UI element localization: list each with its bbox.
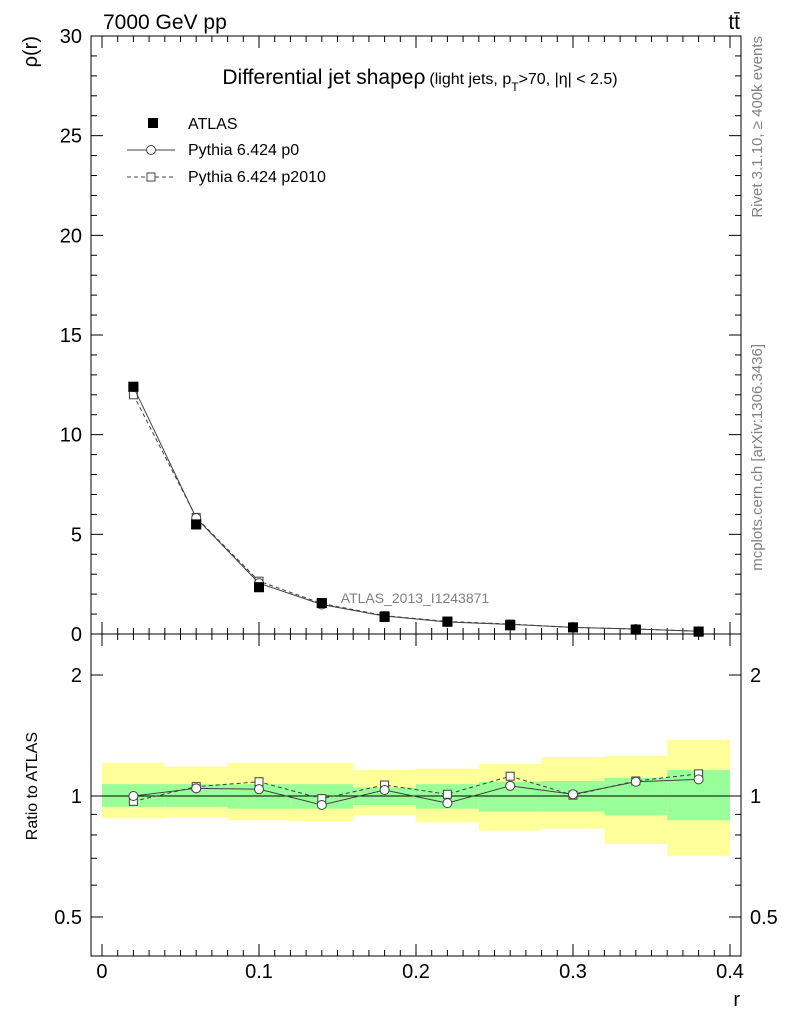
atlas-point-top: [379, 611, 390, 622]
main-ylabel: ρ(r): [20, 36, 42, 67]
main-ytick-label: 25: [60, 126, 82, 148]
ratio-p2010-point: [442, 789, 452, 799]
ratio-xtick-label: 0.2: [402, 961, 430, 983]
title-main: Differential jet shapeρ: [222, 66, 425, 89]
legend-label-p0: Pythia 6.424 p0: [188, 142, 299, 159]
main-ytick-label: 15: [60, 325, 82, 347]
legend-marker-p2010: [146, 172, 156, 182]
ratio-p0-point: [253, 784, 264, 795]
ratio-ylabel: Ratio to ATLAS: [24, 732, 41, 840]
ratio-xtick-label: 0.3: [559, 961, 587, 983]
header-left: 7000 GeV pp: [103, 11, 227, 34]
ratio-p0-point: [568, 789, 579, 800]
rivet-label: Rivet 3.1.10, ≥ 400k events: [749, 36, 766, 218]
ratio-ytick-label-right: 0.5: [750, 907, 778, 929]
main-ytick-label: 20: [60, 225, 82, 247]
legend-label-atlas: ATLAS: [188, 116, 238, 133]
ratio-p0-point: [316, 799, 327, 810]
p0-line: [132, 386, 699, 632]
analysis-watermark: ATLAS_2013_I1243871: [341, 590, 490, 606]
ratio-panel: 0.5 0.5 1 1 2 2 Ratio to ATLAS r: [24, 633, 778, 1011]
ratio-p0-point: [442, 798, 453, 809]
atlas-point-top: [191, 519, 202, 530]
ratio-xtick-label: 0: [96, 961, 107, 983]
atlas-point-top: [253, 582, 264, 593]
ratio-xtick-label: 0.1: [245, 961, 273, 983]
legend-item-p2010: Pythia 6.424 p2010: [127, 169, 326, 186]
ratio-axis-ticks: 0.5 0.5 1 1 2 2: [54, 665, 778, 929]
atlas-point-top: [568, 622, 579, 633]
atlas-point-top: [693, 626, 704, 637]
title-end: >70, |η| < 2.5): [519, 71, 618, 88]
main-title: Differential jet shapeρ (light jets, pT>7…: [222, 66, 617, 94]
ratio-p0-point: [505, 780, 516, 791]
legend-marker-atlas: [148, 118, 158, 128]
ratio-p0-point: [379, 784, 390, 795]
ratio-p0-point: [693, 774, 704, 785]
legend-label-p2010: Pythia 6.424 p2010: [188, 169, 326, 186]
ratio-xtick-label: 0.4: [716, 961, 744, 983]
atlas-point-top: [630, 624, 641, 635]
ratio-p0-line: [133, 778, 699, 806]
ratio-bands: [91, 739, 741, 856]
main-ytick-label: 5: [71, 524, 82, 546]
ratio-xlabel: r: [733, 989, 740, 1011]
legend-marker-p0: [146, 145, 156, 155]
main-ytick-label: 30: [60, 26, 82, 48]
atlas-point-top: [316, 598, 327, 609]
legend-item-p0: Pythia 6.424 p0: [127, 142, 299, 159]
ratio-ytick-label-right: 2: [750, 665, 761, 687]
legend-item-atlas: ATLAS: [148, 116, 238, 133]
ratio-p0-point: [191, 783, 202, 794]
main-ytick-label: 10: [60, 425, 82, 447]
header-right: tt̄: [728, 11, 740, 34]
ratio-frame: [90, 633, 742, 957]
title-small: (light jets, p: [429, 71, 511, 88]
legend: ATLAS Pythia 6.424 p0 Pythia 6.424 p2010: [127, 116, 326, 186]
atlas-point-top: [128, 381, 139, 392]
atlas-point-top: [505, 620, 516, 631]
atlas-point-top: [442, 616, 453, 627]
p2010-line: [132, 394, 699, 632]
ratio-ytick-label-right: 1: [750, 786, 761, 808]
ratio-ytick-label-left: 1: [71, 786, 82, 808]
ratio-data: [128, 769, 704, 810]
ratio-p0-point: [630, 776, 641, 787]
ratio-p2010-point: [505, 771, 515, 781]
title-subscript: T: [511, 80, 519, 94]
main-ytick-label: 0: [71, 624, 82, 646]
ratio-ytick-label-left: 0.5: [54, 907, 82, 929]
ratio-p0-point: [128, 791, 139, 801]
ratio-ytick-label-left: 2: [71, 665, 82, 687]
mcplots-label: mcplots.cern.ch [arXiv:1306.3436]: [749, 344, 766, 571]
main-axis-ticks: 0 5 10 15 20 25 30 0 0.1 0.2 0.3 0.4: [60, 26, 744, 983]
